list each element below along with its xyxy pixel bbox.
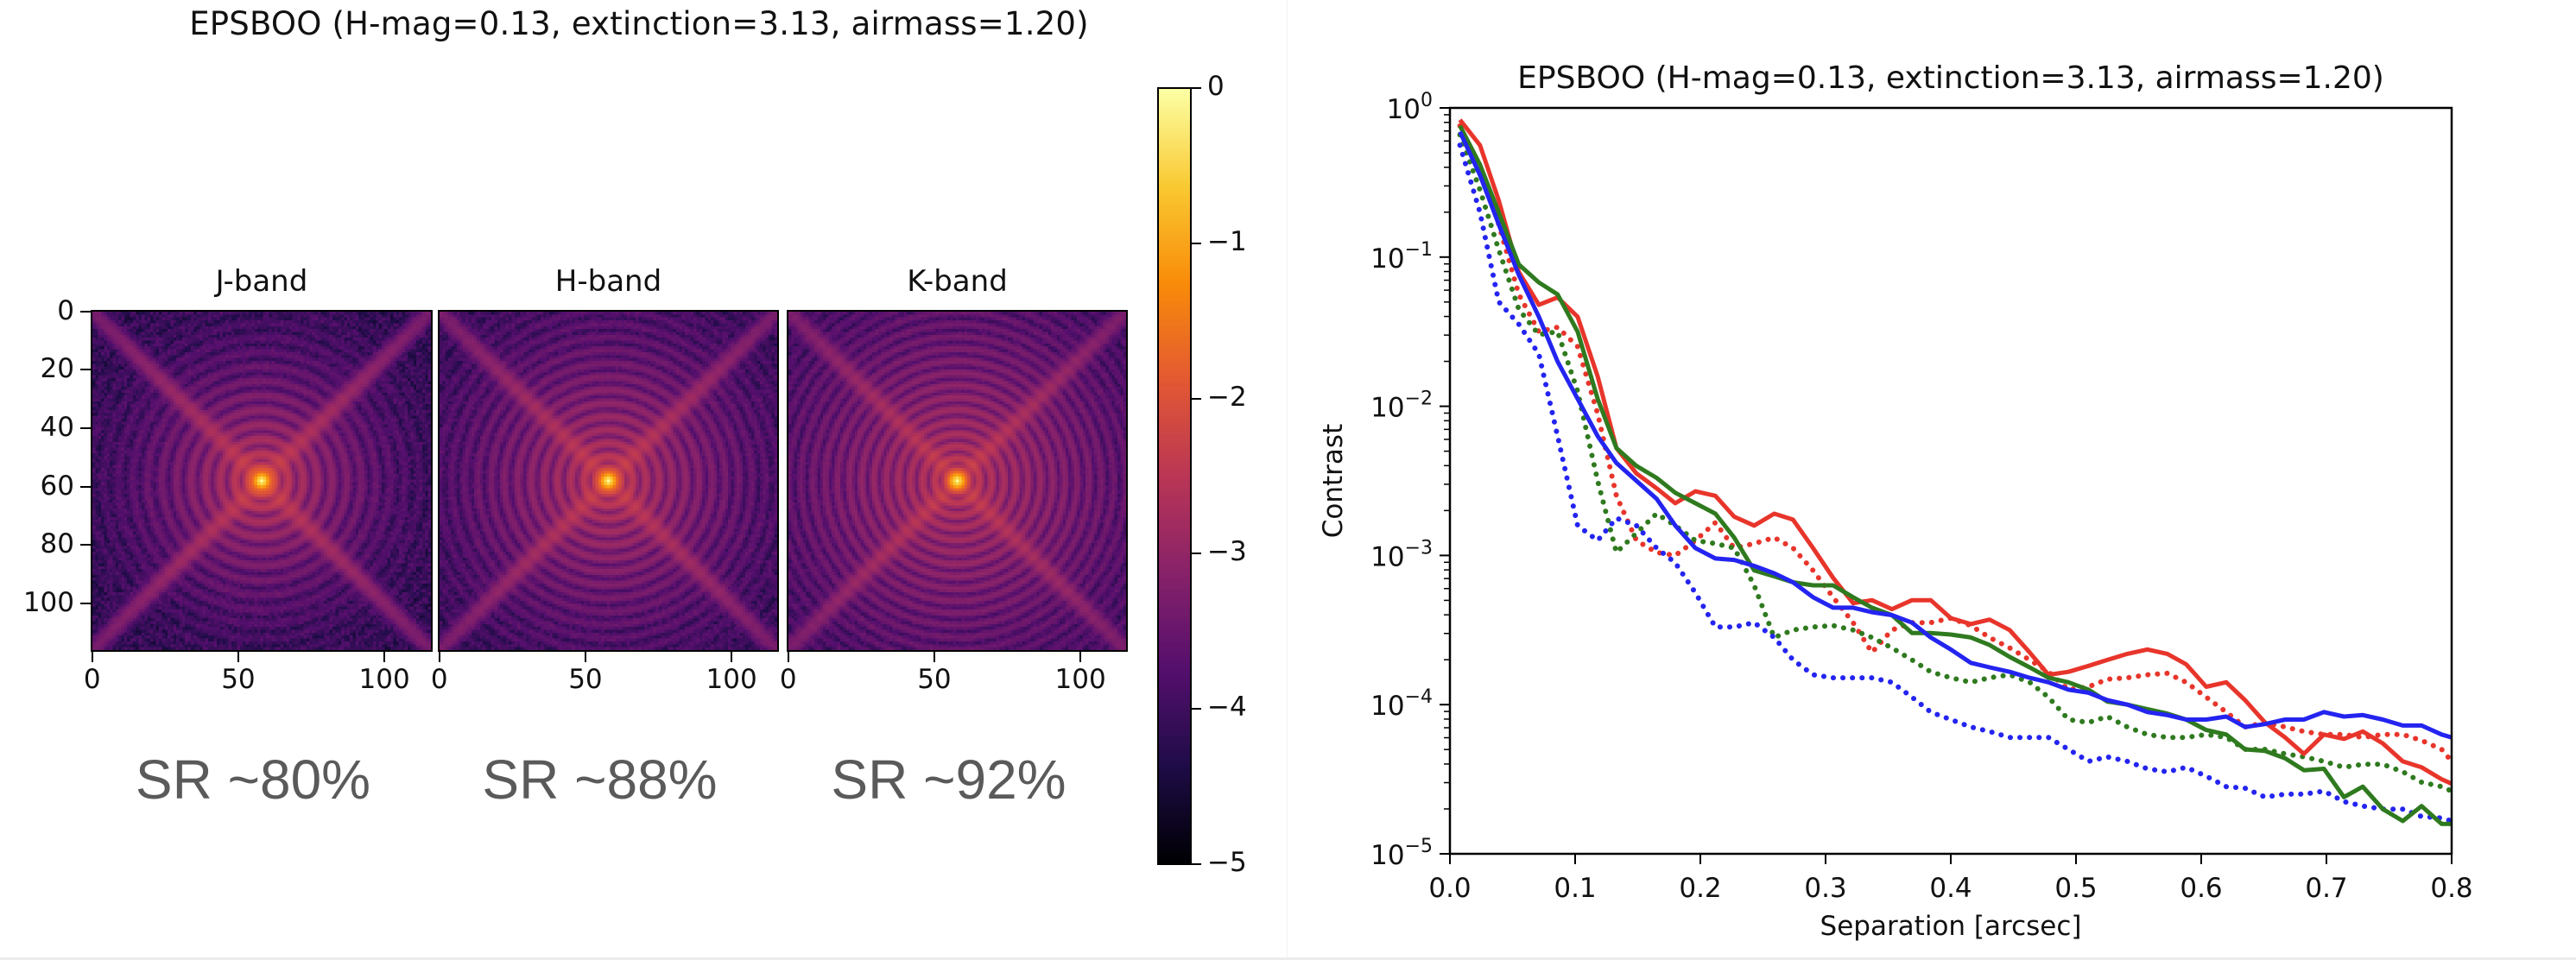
y-tick-label: 40: [40, 412, 74, 444]
panel-divider: [1287, 0, 1288, 957]
colorbar-tick-label: −1: [1207, 225, 1247, 257]
y-tick-label: 10−1: [1370, 239, 1433, 275]
panel-title-j-band: J-band: [215, 264, 308, 299]
x-tick-label: 0.3: [1804, 873, 1846, 904]
y-tick-mark: [80, 310, 91, 313]
x-tick-mark: [237, 652, 239, 662]
colorbar: [1157, 87, 1192, 865]
x-tick-mark: [1079, 652, 1082, 662]
y-tick-base: 10: [1370, 393, 1404, 424]
x-tick-mark: [933, 652, 935, 662]
x-tick-label: 0.5: [2054, 873, 2097, 904]
strehl-ratio-label: SR ~92%: [831, 748, 1066, 811]
strehl-ratio-label: SR ~80%: [135, 748, 371, 811]
x-tick-label: 0.8: [2430, 873, 2472, 904]
x-tick-label: 0: [430, 664, 448, 695]
colorbar-tick-mark: [1191, 708, 1201, 711]
x-tick-label: 50: [917, 664, 952, 695]
psf-image-h-band: [438, 310, 779, 652]
colorbar-tick-mark: [1191, 397, 1201, 400]
bottom-edge: [0, 957, 2576, 960]
series-line-green-solid: [1458, 124, 2452, 826]
x-axis-ticks: 0.0 0.1 0.2 0.3 0.4 0.5 0.6 0.7 0.8: [1428, 854, 2473, 904]
psf-image-j-band: [91, 310, 433, 652]
series-line-red-dotted: [1457, 123, 2452, 764]
series-line-green-dotted: [1457, 132, 2452, 794]
x-tick-mark: [787, 652, 789, 662]
y-tick-label: 100: [22, 587, 74, 619]
y-tick-exponent: −3: [1405, 537, 1433, 559]
x-axis-label: Separation [arcsec]: [1820, 911, 2082, 942]
x-tick-label: 0.6: [2180, 873, 2222, 904]
y-tick-label: 10−2: [1370, 388, 1433, 424]
x-tick-label: 0: [779, 664, 797, 695]
plot-curves: [1457, 118, 2452, 826]
series-line-blue-dotted: [1457, 142, 2452, 824]
y-tick-label: 0: [57, 294, 74, 326]
y-tick-exponent: 0: [1421, 90, 1433, 111]
y-tick-base: 10: [1370, 243, 1404, 275]
y-tick-mark: [80, 603, 91, 605]
colorbar-tick-mark: [1191, 863, 1201, 865]
x-tick-mark: [91, 652, 93, 662]
x-tick-label: 0.2: [1679, 873, 1721, 904]
x-tick-label: 100: [1054, 664, 1106, 695]
x-tick-label: 50: [221, 664, 256, 695]
y-tick-label: 10−5: [1370, 836, 1433, 871]
x-tick-label: 0.1: [1554, 873, 1596, 904]
panel-title-k-band: K-band: [907, 264, 1008, 299]
colorbar-tick-label: 0: [1207, 71, 1225, 102]
y-tick-exponent: −2: [1405, 388, 1433, 410]
y-tick-exponent: −5: [1405, 836, 1433, 857]
y-tick-mark: [80, 427, 91, 430]
y-tick-base: 10: [1370, 541, 1404, 572]
x-tick-mark: [584, 652, 586, 662]
panel-title-h-band: H-band: [554, 264, 662, 299]
y-tick-base: 10: [1370, 691, 1404, 722]
x-tick-label: 0.0: [1428, 873, 1471, 904]
x-tick-mark: [383, 652, 386, 662]
x-tick-label: 100: [358, 664, 410, 695]
y-tick-exponent: −4: [1405, 686, 1433, 708]
colorbar-tick-label: −5: [1207, 847, 1247, 878]
colorbar-tick-label: −3: [1207, 536, 1247, 568]
y-tick-mark: [80, 369, 91, 371]
x-tick-label: 0.4: [1929, 873, 1972, 904]
y-tick-label: 80: [40, 528, 74, 560]
x-tick-label: 100: [706, 664, 757, 695]
psf-image-k-band: [787, 310, 1128, 652]
chart-title: EPSBOO (H-mag=0.13, extinction=3.13, air…: [1517, 60, 2384, 96]
y-tick-label: 10−3: [1370, 537, 1433, 572]
x-tick-mark: [731, 652, 733, 662]
x-tick-label: 0.7: [2305, 873, 2347, 904]
x-tick-label: 0: [83, 664, 101, 695]
y-tick-label: 20: [40, 353, 74, 385]
colorbar-tick-label: −4: [1207, 692, 1247, 723]
colorbar-tick-mark: [1191, 87, 1201, 89]
plot-frame: [1448, 106, 2453, 856]
y-tick-mark: [80, 544, 91, 546]
series-line-blue-solid: [1458, 130, 2452, 740]
series-line-red-solid: [1458, 118, 2452, 786]
y-tick-label: 10−4: [1370, 686, 1433, 722]
y-tick-mark: [80, 485, 91, 488]
y-tick-base: 10: [1387, 94, 1421, 125]
y-tick-label: 60: [40, 470, 74, 502]
y-tick-base: 10: [1370, 840, 1404, 871]
strehl-ratio-label: SR ~88%: [482, 748, 718, 811]
colorbar-tick-label: −2: [1207, 381, 1247, 413]
y-axis-label: Contrast: [1318, 424, 1349, 538]
colorbar-tick-mark: [1191, 242, 1201, 244]
y-tick-label: 100: [1387, 90, 1433, 125]
left-figure-title: EPSBOO (H-mag=0.13, extinction=3.13, air…: [189, 5, 1089, 42]
x-tick-label: 50: [568, 664, 603, 695]
colorbar-tick-mark: [1191, 553, 1201, 555]
y-tick-exponent: −1: [1405, 239, 1433, 261]
x-tick-mark: [438, 652, 440, 662]
